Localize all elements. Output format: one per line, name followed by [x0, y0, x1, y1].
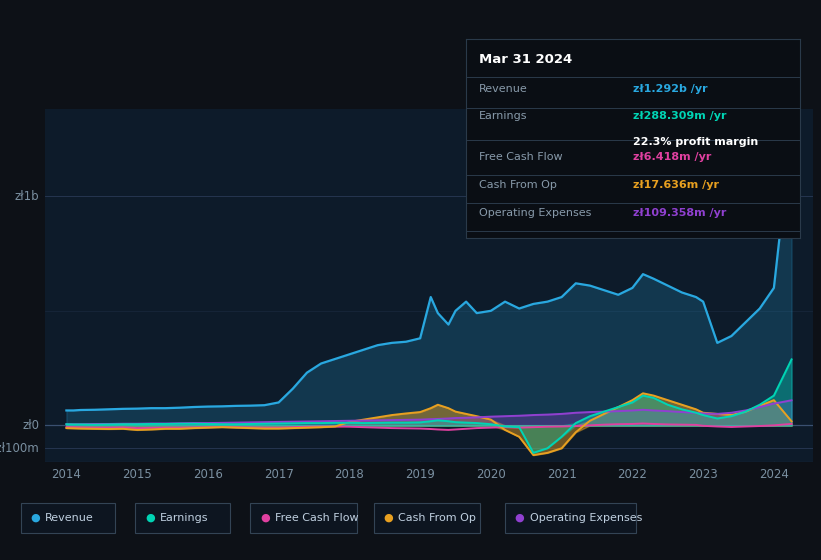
Text: ●: ● [515, 513, 525, 523]
Text: ●: ● [145, 513, 155, 523]
Text: Free Cash Flow: Free Cash Flow [479, 152, 562, 162]
Text: 2020: 2020 [476, 468, 506, 482]
Text: Mar 31 2024: Mar 31 2024 [479, 53, 572, 66]
Text: 2019: 2019 [406, 468, 435, 482]
Text: 2022: 2022 [617, 468, 647, 482]
Text: Revenue: Revenue [45, 513, 94, 523]
Text: zł1b: zł1b [15, 190, 39, 203]
Text: 2015: 2015 [122, 468, 152, 482]
Text: zł17.636m /yr: zł17.636m /yr [633, 180, 719, 190]
Text: Cash From Op: Cash From Op [479, 180, 557, 190]
Text: Operating Expenses: Operating Expenses [479, 208, 591, 217]
Text: Free Cash Flow: Free Cash Flow [275, 513, 359, 523]
Text: ●: ● [383, 513, 393, 523]
Text: Revenue: Revenue [479, 85, 528, 94]
Text: 2016: 2016 [193, 468, 222, 482]
Text: 2023: 2023 [688, 468, 718, 482]
Text: Earnings: Earnings [479, 111, 527, 122]
Text: zł109.358m /yr: zł109.358m /yr [633, 208, 727, 217]
Text: zł288.309m /yr: zł288.309m /yr [633, 111, 727, 122]
Text: zł6.418m /yr: zł6.418m /yr [633, 152, 711, 162]
Text: 2014: 2014 [52, 468, 81, 482]
Text: 22.3% profit margin: 22.3% profit margin [633, 137, 759, 147]
Text: zł0: zł0 [22, 419, 39, 432]
Text: 2017: 2017 [264, 468, 294, 482]
Text: 2024: 2024 [759, 468, 789, 482]
Text: zł1.292b /yr: zł1.292b /yr [633, 85, 708, 94]
Text: -zł100m: -zł100m [0, 442, 39, 455]
Text: ●: ● [260, 513, 270, 523]
Text: Cash From Op: Cash From Op [398, 513, 476, 523]
Text: Operating Expenses: Operating Expenses [530, 513, 642, 523]
Text: Earnings: Earnings [160, 513, 209, 523]
Text: 2018: 2018 [334, 468, 365, 482]
Text: ●: ● [30, 513, 40, 523]
Text: 2021: 2021 [547, 468, 576, 482]
